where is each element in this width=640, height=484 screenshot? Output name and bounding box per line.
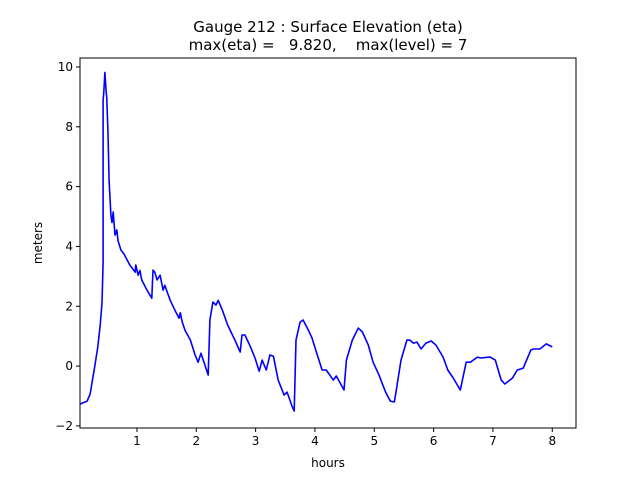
chart-subtitle: max(eta) = 9.820, max(level) = 7	[189, 36, 468, 54]
x-tick-label: 6	[430, 434, 438, 448]
y-tick-label: −2	[55, 419, 73, 433]
y-tick-label: 8	[65, 120, 73, 134]
y-tick-label: 4	[65, 239, 73, 253]
x-tick-label: 2	[192, 434, 200, 448]
y-tick-label: 0	[65, 359, 73, 373]
y-axis-label: meters	[31, 222, 45, 264]
x-axis-label: hours	[311, 456, 345, 470]
y-tick-label: 2	[65, 299, 73, 313]
plot-frame	[79, 57, 577, 429]
x-tick-label: 7	[489, 434, 497, 448]
x-tick-label: 5	[370, 434, 378, 448]
x-tick-label: 3	[252, 434, 260, 448]
x-tick-label: 8	[548, 434, 556, 448]
chart-title: Gauge 212 : Surface Elevation (eta)	[193, 18, 462, 36]
x-tick-label: 1	[133, 434, 141, 448]
x-tick-label: 4	[311, 434, 319, 448]
y-tick-label: 6	[65, 180, 73, 194]
y-tick-label: 10	[58, 60, 73, 74]
series-line-0	[79, 71, 553, 412]
